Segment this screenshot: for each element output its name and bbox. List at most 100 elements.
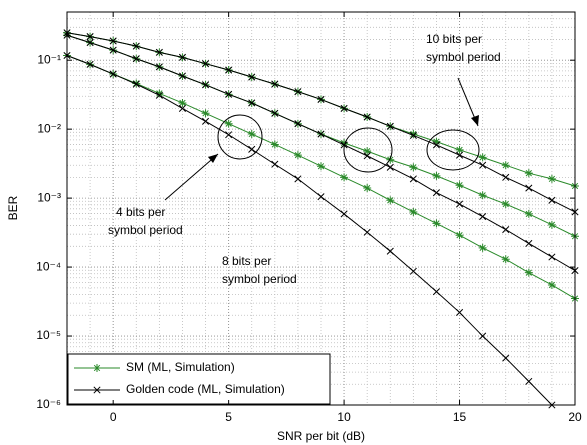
marker xyxy=(155,91,163,99)
annotation: symbol period xyxy=(108,223,183,237)
arrow xyxy=(164,153,219,201)
ellipse xyxy=(343,127,393,173)
marker xyxy=(455,151,464,159)
marker xyxy=(386,247,394,255)
marker xyxy=(548,196,556,204)
marker xyxy=(502,354,510,362)
marker xyxy=(455,231,464,240)
y-tick-label: 10⁻³ xyxy=(37,190,61,204)
marker xyxy=(294,175,302,183)
marker xyxy=(409,130,418,139)
marker xyxy=(432,288,441,296)
marker xyxy=(248,73,256,81)
y-axis-label: BER xyxy=(6,195,20,220)
legend-box xyxy=(67,353,331,405)
x-tick-label: 15 xyxy=(453,410,467,424)
arrow-head xyxy=(471,115,479,126)
marker xyxy=(363,113,371,121)
y-tick-label: 10⁻¹ xyxy=(37,52,61,66)
marker xyxy=(432,141,441,149)
annotation: 10 bits per xyxy=(426,32,482,46)
marker xyxy=(340,138,349,147)
marker xyxy=(386,196,395,205)
marker xyxy=(478,153,487,162)
marker xyxy=(455,200,464,208)
y-tick-label: 10⁻⁴ xyxy=(36,259,61,273)
marker xyxy=(201,117,210,125)
marker xyxy=(409,163,418,172)
marker xyxy=(525,184,533,192)
marker xyxy=(340,104,348,112)
annotation: symbol period xyxy=(426,50,501,64)
annotation: 8 bits per xyxy=(222,254,271,268)
marker xyxy=(386,122,394,130)
marker xyxy=(178,104,187,112)
marker xyxy=(86,60,94,68)
marker xyxy=(132,80,140,88)
marker xyxy=(317,162,325,171)
marker xyxy=(386,155,395,164)
marker xyxy=(525,239,533,248)
marker xyxy=(178,53,187,61)
marker xyxy=(293,151,302,160)
marker xyxy=(547,174,556,183)
marker xyxy=(363,152,371,160)
marker xyxy=(479,161,487,169)
marker xyxy=(524,268,533,277)
marker xyxy=(248,99,256,107)
marker xyxy=(547,220,556,229)
marker xyxy=(501,255,510,264)
marker xyxy=(386,163,394,171)
marker xyxy=(409,175,417,183)
legend-marker xyxy=(93,364,101,372)
legend-marker xyxy=(93,386,101,394)
marker xyxy=(271,109,279,117)
y-tick-label: 10⁻⁵ xyxy=(36,328,61,342)
annotation: symbol period xyxy=(222,272,297,286)
marker xyxy=(340,210,348,218)
marker xyxy=(178,98,187,107)
marker xyxy=(432,189,441,197)
marker xyxy=(317,193,325,201)
marker xyxy=(524,169,533,178)
marker xyxy=(109,37,117,45)
x-axis-label: SNR per bit (dB) xyxy=(277,429,365,443)
marker xyxy=(132,55,140,63)
ellipse xyxy=(426,129,480,171)
legend-label: SM (ML, Simulation) xyxy=(126,360,235,374)
marker xyxy=(340,173,349,182)
annotations: 10 bits per symbol period 4 bits per sym… xyxy=(108,32,501,286)
marker xyxy=(270,140,279,149)
marker xyxy=(132,42,140,50)
marker xyxy=(178,72,187,80)
marker xyxy=(363,184,372,193)
marker xyxy=(86,39,94,47)
marker xyxy=(502,226,510,234)
y-tick-label: 10⁻² xyxy=(37,121,61,135)
x-tick-label: 20 xyxy=(568,410,582,424)
arrow-head xyxy=(208,154,218,163)
marker xyxy=(479,332,487,340)
marker xyxy=(248,145,256,153)
marker xyxy=(317,95,325,103)
marker xyxy=(363,147,372,156)
axes-frame xyxy=(66,11,576,406)
x-tick-label: 10 xyxy=(337,410,351,424)
marker xyxy=(294,120,302,128)
marker xyxy=(86,33,94,41)
marker xyxy=(455,308,464,316)
marker xyxy=(363,228,371,236)
marker xyxy=(501,200,510,209)
marker xyxy=(409,267,417,275)
marker xyxy=(525,377,533,385)
marker xyxy=(294,88,302,96)
legend: SM (ML, Simulation) Golden code (ML, Simu… xyxy=(67,353,331,405)
marker xyxy=(548,253,556,261)
marker xyxy=(432,219,441,228)
marker xyxy=(109,46,117,54)
marker xyxy=(155,63,163,71)
marker xyxy=(155,48,163,56)
marker xyxy=(479,213,487,221)
marker xyxy=(432,171,441,180)
